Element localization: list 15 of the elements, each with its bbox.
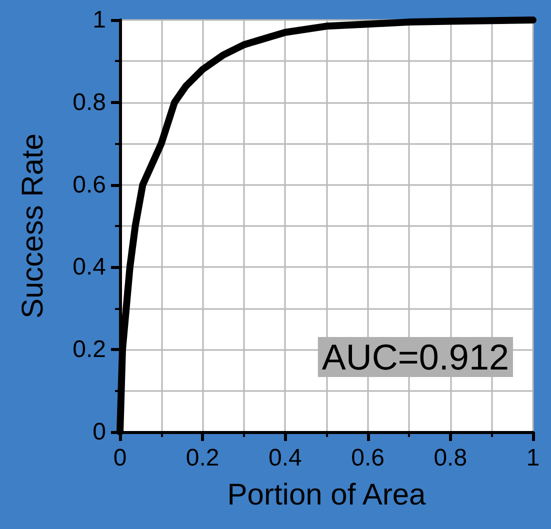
y-tick-label: 0.4 [72,254,106,281]
x-tick-label: 0.2 [186,444,220,472]
annotation: AUC=0.912 [322,336,510,378]
x-tick-label: 0.6 [351,444,384,472]
x-tick-label: 1 [526,444,540,472]
x-tick-label: 0 [113,444,127,472]
y-tick-label: 0 [92,418,106,446]
x-axis-title: Portion of Area [227,478,426,512]
x-tick-label: 0.4 [268,444,302,472]
y-axis-title: Success Rate [16,133,50,319]
y-tick-label: 0.6 [72,171,106,198]
y-tick-label: 0.2 [72,336,106,364]
x-tick-label: 0.8 [434,444,468,472]
y-tick-label: 0.8 [72,88,106,116]
y-tick-label: 1 [92,6,106,34]
